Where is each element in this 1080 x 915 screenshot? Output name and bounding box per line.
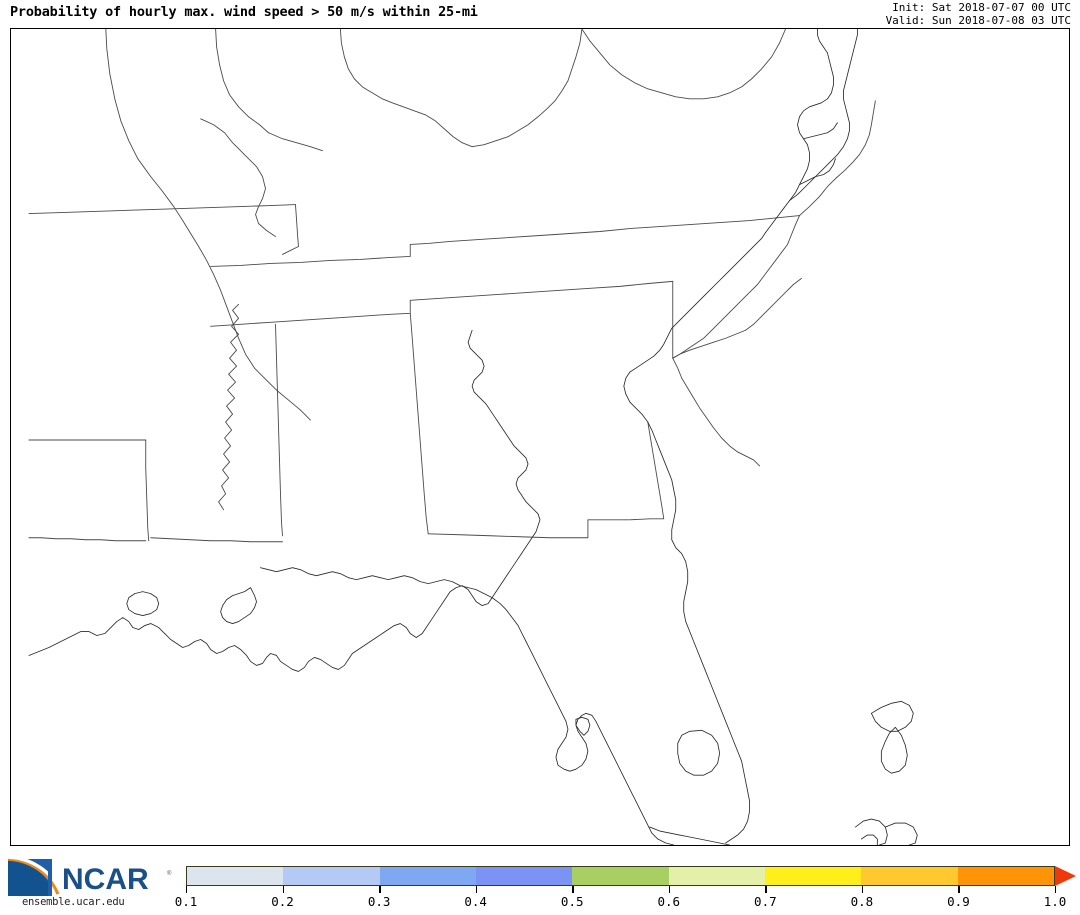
colorbar-tick-label: 0.7	[754, 894, 777, 909]
map-svg	[28, 29, 918, 845]
footer-bar: NCAR ® ensemble.ucar.edu 0.1 0.2 0.3 0.4 0.5…	[0, 846, 1080, 915]
state-borders-layer	[28, 29, 876, 543]
colorbar-tick	[668, 886, 671, 893]
colorbar-gradient	[186, 866, 1055, 886]
colorbar-tick-label: 0.9	[947, 894, 970, 909]
colorbar-tick	[186, 886, 188, 893]
registered-mark: ®	[167, 870, 172, 877]
colorbar[interactable]: 0.1 0.2 0.3 0.4 0.5 0.6 0.7 0.8 0.9 1.0	[175, 866, 1076, 912]
colorbar-tick-label: 0.3	[367, 894, 391, 909]
colorbar-segment	[187, 867, 284, 885]
colorbar-over-arrow	[1055, 866, 1076, 886]
colorbar-segment	[283, 867, 380, 885]
colorbar-segment	[475, 867, 573, 885]
colorbar-tick	[282, 886, 284, 893]
colorbar-tick-label: 0.5	[560, 894, 584, 909]
init-time-label: Init: Sat 2018-07-07 00 UTC	[892, 1, 1071, 14]
colorbar-tick-labels: 0.1 0.2 0.3 0.4 0.5 0.6 0.7 0.8 0.9 1.0	[175, 894, 1067, 912]
ncar-wordmark: NCAR	[62, 863, 149, 896]
colorbar-ticks	[186, 886, 1057, 894]
colorbar-tick-label: 0.4	[464, 894, 487, 909]
ncar-url-label: ensemble.ucar.edu	[22, 896, 125, 908]
map-panel[interactable]	[10, 28, 1070, 846]
colorbar-tick	[765, 886, 767, 893]
colorbar-segment	[379, 867, 476, 885]
forecast-time-metadata: Init: Sat 2018-07-07 00 UTC Valid: Sun 2…	[886, 1, 1071, 27]
colorbar-tick-label: 0.1	[174, 894, 198, 909]
colorbar-tick	[572, 886, 574, 893]
ncar-logo-svg: NCAR ®	[7, 856, 172, 896]
colorbar-segment	[572, 867, 669, 885]
colorbar-segment	[668, 867, 765, 885]
colorbar-tick	[475, 886, 478, 893]
colorbar-tick	[1055, 886, 1057, 893]
colorbar-tick	[958, 886, 960, 893]
colorbar-tick-label: 0.6	[657, 894, 681, 909]
valid-time-label: Valid: Sun 2018-07-08 03 UTC	[885, 14, 1071, 27]
colorbar-segment	[764, 867, 862, 885]
ncar-logo-mark	[7, 856, 63, 896]
colorbar-tick-label: 1.0	[1043, 894, 1067, 909]
colorbar-tick	[379, 886, 381, 893]
page-title: Probability of hourly max. wind speed > …	[10, 4, 478, 20]
colorbar-tick	[861, 886, 864, 893]
colorbar-tick-label: 0.2	[271, 894, 294, 909]
colorbar-segment	[861, 867, 958, 885]
coastline-layer	[28, 29, 918, 845]
ncar-logo[interactable]: NCAR ® ensemble.ucar.edu	[4, 856, 180, 912]
colorbar-segment	[957, 867, 1054, 885]
header-bar: Probability of hourly max. wind speed > …	[0, 0, 1080, 28]
colorbar-tick-label: 0.8	[850, 894, 874, 909]
